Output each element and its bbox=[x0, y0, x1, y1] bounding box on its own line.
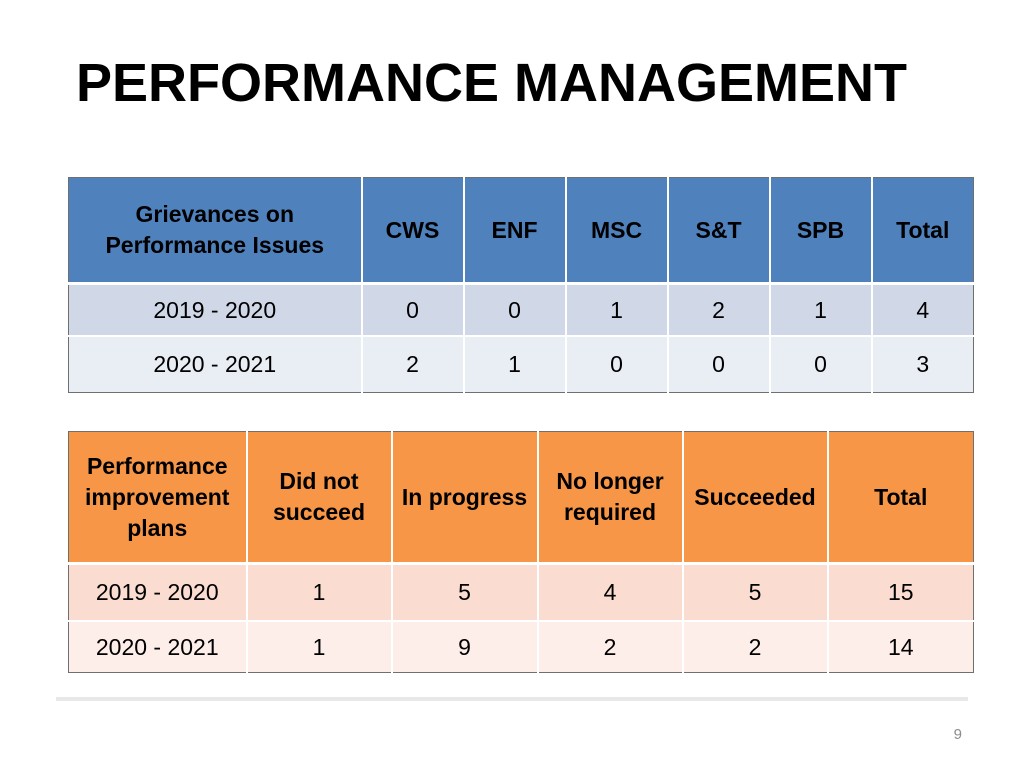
plans-header-in-progress: In progress bbox=[390, 431, 538, 564]
grievances-header-spb: SPB bbox=[768, 177, 872, 284]
grievances-header-row: Grievances on Performance Issues CWS ENF… bbox=[68, 177, 974, 284]
plans-header-row: Performance improvement plans Did not su… bbox=[68, 431, 974, 564]
table-cell: 0 bbox=[360, 282, 464, 336]
table-cell: 15 bbox=[826, 562, 974, 621]
table-cell: 14 bbox=[826, 620, 974, 673]
table-cell: 4 bbox=[870, 282, 974, 336]
table-cell: 5 bbox=[390, 562, 538, 621]
table-row: 2019 - 2020 0 0 1 2 1 4 bbox=[68, 282, 974, 336]
table-cell: 3 bbox=[870, 335, 974, 393]
row-year: 2020 - 2021 bbox=[68, 335, 362, 393]
page-number: 9 bbox=[953, 726, 962, 743]
table-cell: 1 bbox=[462, 335, 566, 393]
slide-title: PERFORMANCE MANAGEMENT bbox=[76, 53, 907, 113]
table-row: 2020 - 2021 2 1 0 0 0 3 bbox=[68, 335, 974, 393]
table-cell: 1 bbox=[564, 282, 668, 336]
table-cell: 2 bbox=[666, 282, 770, 336]
table-cell: 2 bbox=[536, 620, 683, 673]
table-cell: 5 bbox=[681, 562, 828, 621]
plans-header-did-not-succeed: Did not succeed bbox=[245, 431, 392, 564]
grievances-header-category: Grievances on Performance Issues bbox=[68, 177, 362, 284]
plans-header-category: Performance improvement plans bbox=[68, 431, 247, 564]
table-cell: 0 bbox=[564, 335, 668, 393]
table-cell: 0 bbox=[768, 335, 872, 393]
row-year: 2020 - 2021 bbox=[68, 620, 247, 673]
grievances-header-total: Total bbox=[870, 177, 974, 284]
row-year: 2019 - 2020 bbox=[68, 282, 362, 336]
plans-header-succeeded: Succeeded bbox=[681, 431, 828, 564]
table-cell: 9 bbox=[390, 620, 538, 673]
table-cell: 1 bbox=[245, 620, 392, 673]
grievances-table: Grievances on Performance Issues CWS ENF… bbox=[68, 177, 974, 393]
plans-header-total: Total bbox=[826, 431, 974, 564]
table-row: 2020 - 2021 1 9 2 2 14 bbox=[68, 620, 974, 673]
table-cell: 1 bbox=[768, 282, 872, 336]
footer-divider bbox=[56, 697, 968, 701]
table-cell: 0 bbox=[666, 335, 770, 393]
table-cell: 1 bbox=[245, 562, 392, 621]
grievances-header-st: S&T bbox=[666, 177, 770, 284]
improvement-plans-table: Performance improvement plans Did not su… bbox=[68, 431, 974, 673]
table-cell: 4 bbox=[536, 562, 683, 621]
table-cell: 0 bbox=[462, 282, 566, 336]
table-cell: 2 bbox=[360, 335, 464, 393]
row-year: 2019 - 2020 bbox=[68, 562, 247, 621]
plans-header-no-longer-required: No longer required bbox=[536, 431, 683, 564]
table-row: 2019 - 2020 1 5 4 5 15 bbox=[68, 562, 974, 621]
grievances-header-msc: MSC bbox=[564, 177, 668, 284]
grievances-header-enf: ENF bbox=[462, 177, 566, 284]
grievances-header-cws: CWS bbox=[360, 177, 464, 284]
table-cell: 2 bbox=[681, 620, 828, 673]
